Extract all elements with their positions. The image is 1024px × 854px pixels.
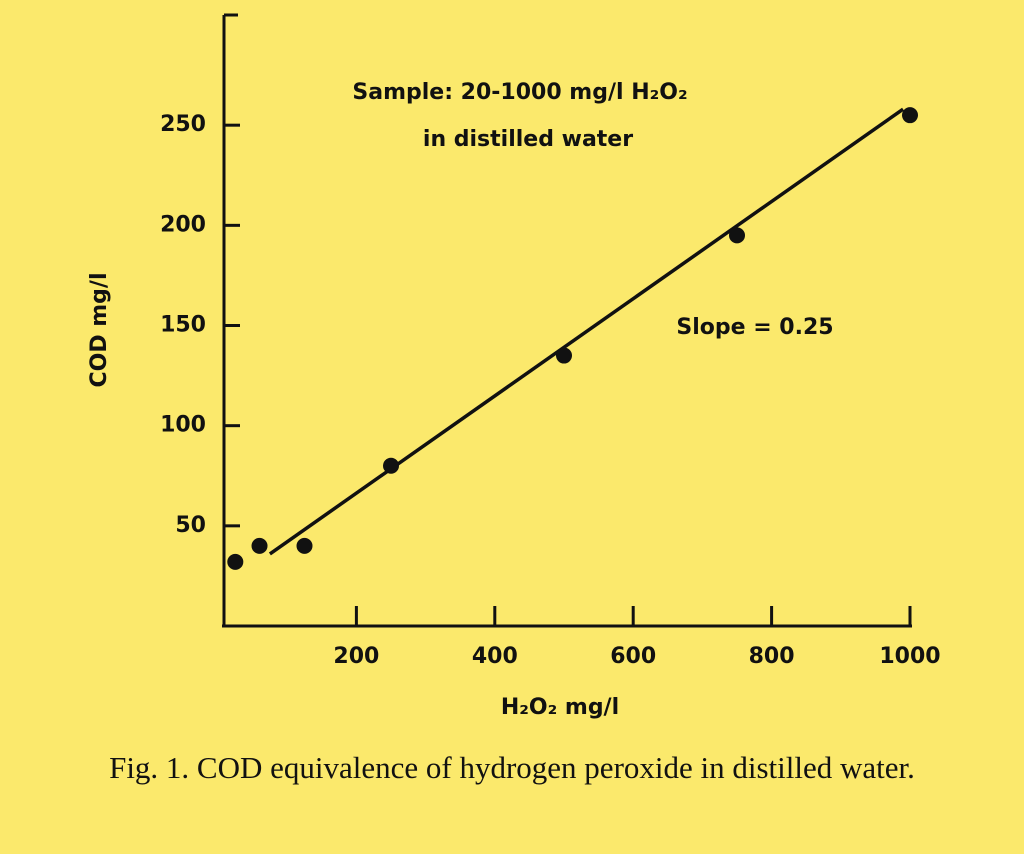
annotation: Sample: 20-1000 mg/l H₂O₂: [352, 80, 687, 105]
y-tick-label: 150: [160, 313, 206, 338]
y-tick-label: 100: [160, 413, 206, 438]
y-tick-label: 200: [160, 212, 206, 237]
x-tick-label: 400: [472, 644, 518, 669]
x-tick-label: 600: [610, 644, 656, 669]
data-point: [296, 537, 313, 554]
fit-line: [268, 107, 905, 556]
data-point: [902, 107, 918, 124]
y-axis-label: COD mg/l: [87, 272, 112, 387]
x-tick-label: 200: [333, 644, 379, 669]
x-tick-label: 800: [749, 644, 795, 669]
data-point: [383, 457, 399, 474]
annotation: in distilled water: [423, 127, 633, 152]
y-tick-label: 50: [175, 513, 206, 538]
x-tick-label: 1000: [879, 644, 940, 669]
data-point: [227, 553, 244, 570]
annotation: Slope = 0.25: [676, 315, 833, 340]
caption: Fig. 1. COD equivalence of hydrogen pero…: [109, 750, 915, 785]
chart: Sample: 20-1000 mg/l H₂O₂ in distilled w…: [87, 13, 941, 720]
data-point: [556, 347, 572, 364]
x-axis-label: H₂O₂ mg/l: [501, 695, 619, 720]
data-point: [729, 227, 745, 244]
data-point: [251, 537, 268, 554]
y-tick-label: 250: [160, 112, 206, 137]
